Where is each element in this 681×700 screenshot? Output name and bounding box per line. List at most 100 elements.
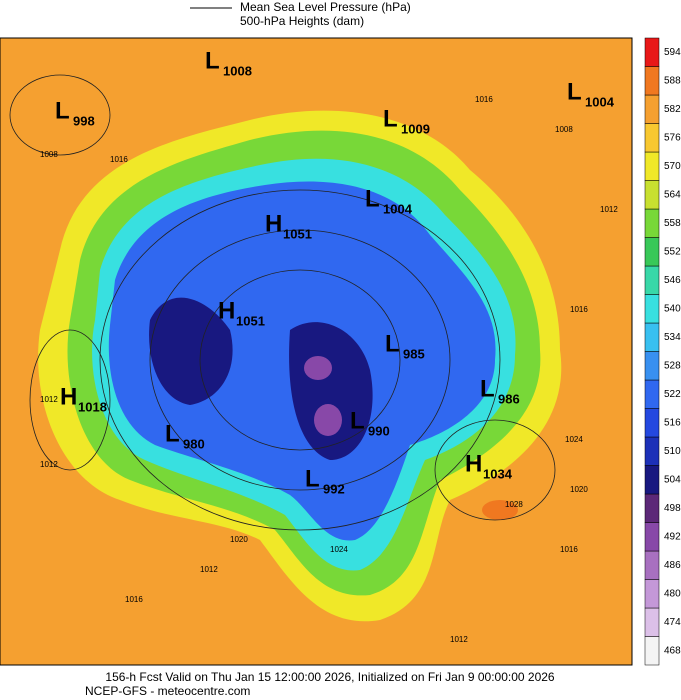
contour <box>434 419 556 521</box>
colorbar-box <box>644 66 660 96</box>
center-value: 992 <box>323 481 345 496</box>
colorbar-box <box>644 94 660 124</box>
colorbar-label: 486 <box>664 560 681 571</box>
colorbar-box <box>644 322 660 352</box>
contour-label: 1012 <box>450 635 468 644</box>
center-letter: H <box>265 210 282 237</box>
colorbar-label: 498 <box>664 503 681 514</box>
colorbar-label: 492 <box>664 531 681 542</box>
center-letter: L <box>383 105 398 132</box>
colorbar-box <box>644 294 660 324</box>
contour <box>199 269 401 451</box>
contour-label: 1016 <box>560 545 578 554</box>
contour-label: 1016 <box>125 595 143 604</box>
colorbar-box <box>644 550 660 580</box>
colorbar: 468 474 480 486 492 498 504 510 516 522 528 534 540 5… <box>644 37 681 666</box>
colorbar-label: 552 <box>664 246 681 257</box>
center-value: 1004 <box>585 94 615 109</box>
center-letter: L <box>365 185 380 212</box>
colorbar-box <box>644 123 660 153</box>
contour <box>9 74 111 156</box>
colorbar-label: 576 <box>664 132 681 143</box>
colorbar-box <box>644 265 660 295</box>
center-value: 1018 <box>78 399 107 414</box>
center-value: 990 <box>368 423 390 438</box>
contour-labels: 1016 1008 1008 1012 1016 1012 1012 1024 1020 1016… <box>40 95 618 644</box>
contour-label: 1012 <box>40 460 58 469</box>
colorbar-box <box>644 493 660 523</box>
center-value: 1051 <box>236 313 265 328</box>
center-value: 980 <box>183 436 205 451</box>
center-letter: L <box>480 375 495 402</box>
colorbar-label: 564 <box>664 189 681 200</box>
colorbar-box <box>644 636 660 666</box>
center-value: 998 <box>73 113 95 128</box>
contour <box>99 189 501 531</box>
center-value: 985 <box>403 346 425 361</box>
contour-label: 1024 <box>330 545 348 554</box>
center-value: 1008 <box>223 63 252 78</box>
colorbar-label: 558 <box>664 218 681 229</box>
colorbar-box <box>644 607 660 637</box>
center-letter: H <box>60 383 77 410</box>
height-region <box>482 500 518 520</box>
height-region <box>314 404 342 436</box>
colorbar-box <box>644 208 660 238</box>
colorbar-box <box>644 180 660 210</box>
contour-label: 1020 <box>230 535 248 544</box>
colorbar-label: 474 <box>664 617 681 628</box>
contour-label: 1028 <box>505 500 523 509</box>
colorbar-label: 504 <box>664 474 681 485</box>
contour-label: 1012 <box>40 395 58 404</box>
center-letter: L <box>165 420 180 447</box>
height-region <box>304 356 332 380</box>
colorbar-label: 468 <box>664 645 681 656</box>
colorbar-label: 570 <box>664 161 681 172</box>
center-value: 1051 <box>283 226 312 241</box>
center-letter: L <box>567 78 582 105</box>
colorbar-box <box>644 522 660 552</box>
center-value: 1034 <box>483 466 513 481</box>
center-letter: L <box>55 97 70 124</box>
colorbar-label: 528 <box>664 360 681 371</box>
colorbar-box <box>644 408 660 438</box>
colorbar-box <box>644 579 660 609</box>
contour-label: 1020 <box>570 485 588 494</box>
center-value: 1004 <box>383 201 413 216</box>
colorbar-box <box>644 351 660 381</box>
contour <box>29 329 111 471</box>
colorbar-label: 522 <box>664 389 681 400</box>
colorbar-label: 516 <box>664 417 681 428</box>
colorbar-box <box>644 379 660 409</box>
contour <box>149 229 451 491</box>
contour-label: 1012 <box>200 565 218 574</box>
colorbar-label: 480 <box>664 588 681 599</box>
contour-label: 1012 <box>600 205 618 214</box>
center-letter: L <box>350 407 365 434</box>
colorbar-box <box>644 151 660 181</box>
colorbar-label: 510 <box>664 446 681 457</box>
colorbar-box <box>644 436 660 466</box>
center-letter: H <box>218 297 235 324</box>
contour-label: 1008 <box>40 150 58 159</box>
footer-text: NCEP-GFS - meteocentre.com <box>85 684 250 698</box>
contour-label: 1016 <box>110 155 128 164</box>
center-letter: H <box>465 450 482 477</box>
colorbar-label: 588 <box>664 75 681 86</box>
colorbar-label: 546 <box>664 275 681 286</box>
legend-label: Mean Sea Level Pressure (hPa) <box>240 0 411 14</box>
center-letter: L <box>385 330 400 357</box>
colorbar-box <box>644 237 660 267</box>
colorbar-box <box>644 37 660 67</box>
center-value: 986 <box>498 391 520 406</box>
map <box>0 37 633 666</box>
colorbar-label: 540 <box>664 303 681 314</box>
colorbar-label: 534 <box>664 332 681 343</box>
contour-label: 1016 <box>475 95 493 104</box>
contour-label: 1008 <box>555 125 573 134</box>
contour-label: 1016 <box>570 305 588 314</box>
footer-text: 156-h Fcst Valid on Thu Jan 15 12:00:00 … <box>105 670 555 684</box>
colorbar-label: 582 <box>664 104 681 115</box>
